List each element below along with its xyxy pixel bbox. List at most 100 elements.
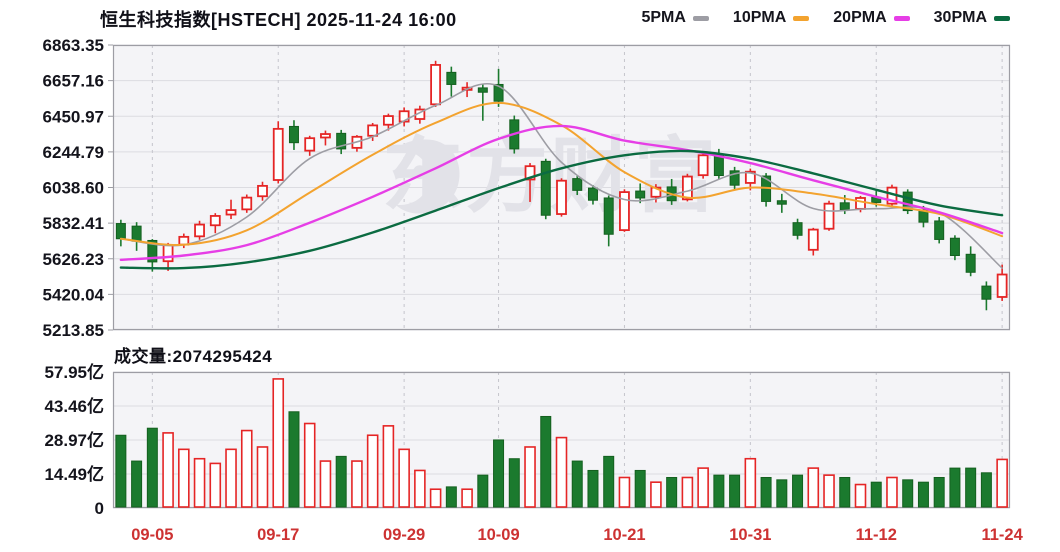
legend-item-5pma: 5PMA bbox=[641, 9, 709, 27]
volume-bar-up bbox=[886, 476, 898, 508]
candle-body-up bbox=[524, 165, 536, 181]
volume-axis-label: 43.46亿 bbox=[44, 396, 104, 416]
price-axis-label: 5213.85 bbox=[43, 321, 104, 340]
price-axis-label: 6657.16 bbox=[43, 72, 104, 91]
volume-bar-down bbox=[839, 476, 851, 508]
volume-bar-down bbox=[729, 474, 741, 508]
candle-body-down bbox=[729, 170, 740, 186]
volume-bar-down bbox=[335, 455, 347, 508]
x-axis-label: 09-29 bbox=[383, 526, 425, 544]
x-axis-label: 11-12 bbox=[856, 526, 897, 544]
candle-body-down bbox=[902, 191, 913, 212]
volume-bar-up bbox=[414, 469, 426, 508]
volume-bar-down bbox=[776, 479, 788, 508]
candle-body-down bbox=[115, 223, 126, 240]
volume-bar-down bbox=[508, 458, 520, 508]
volume-bar-down bbox=[792, 474, 804, 508]
volume-bar-up bbox=[697, 467, 709, 508]
candle-body-down bbox=[934, 220, 945, 240]
main-panel-border bbox=[112, 44, 1011, 331]
volume-bar-down bbox=[115, 434, 127, 508]
candle-body-up bbox=[320, 133, 331, 139]
ma-line-5pma bbox=[120, 83, 1003, 269]
legend-label: 20PMA bbox=[833, 9, 887, 26]
legend-item-30pma: 30PMA bbox=[934, 9, 1010, 27]
volume-axis-label: 14.49亿 bbox=[44, 464, 104, 484]
volume-bar-up bbox=[744, 457, 757, 508]
volume-bar-up bbox=[807, 467, 820, 508]
x-axis-label: 09-17 bbox=[257, 526, 299, 544]
volume-bar-down bbox=[980, 472, 992, 508]
volume-bar-down bbox=[288, 411, 300, 508]
candle-body-down bbox=[635, 190, 646, 199]
legend-label: 5PMA bbox=[641, 9, 686, 26]
volume-bar-down bbox=[666, 476, 678, 508]
candle-body-down bbox=[336, 132, 347, 150]
candle-body-down bbox=[792, 222, 803, 236]
volume-bar-down bbox=[933, 476, 945, 508]
candle-body-down bbox=[603, 197, 614, 235]
volume-title: 成交量:2074295424 bbox=[114, 342, 272, 367]
candle-body-down bbox=[540, 160, 551, 216]
volume-bar-down bbox=[571, 460, 583, 508]
volume-bar-up bbox=[681, 476, 694, 508]
candle-body-up bbox=[162, 244, 174, 263]
candle-body-down bbox=[446, 71, 457, 85]
volume-axis-label: 0 bbox=[95, 499, 104, 518]
candle-body-down bbox=[776, 200, 787, 205]
volume-bar-down bbox=[477, 474, 489, 508]
ma-line-20pma bbox=[119, 124, 1004, 262]
candle-body-up bbox=[209, 215, 221, 227]
candle-body-up bbox=[367, 124, 379, 137]
volume-bar-up bbox=[398, 448, 410, 508]
candle-body-up bbox=[225, 209, 237, 216]
candle-body-up bbox=[241, 196, 253, 211]
volume-bar-down bbox=[760, 476, 772, 508]
volume-label: 成交量 bbox=[114, 347, 167, 366]
candle-body-up bbox=[855, 197, 866, 210]
candle-body-up bbox=[304, 137, 316, 152]
volume-bar-up bbox=[256, 446, 269, 508]
volume-bar-down bbox=[713, 474, 725, 508]
ma-lines bbox=[119, 83, 1004, 270]
candle-body-up bbox=[430, 64, 442, 106]
volume-axis-label: 57.95亿 bbox=[44, 362, 104, 382]
price-axis-label: 5420.04 bbox=[43, 285, 105, 304]
ma-line-10pma bbox=[119, 101, 1004, 246]
volume-bar-down bbox=[603, 455, 615, 508]
price-axis-label: 5832.41 bbox=[43, 214, 104, 233]
candle-body-down bbox=[493, 83, 504, 102]
volume-bar-up bbox=[366, 434, 379, 508]
price-axis-label: 6038.60 bbox=[43, 179, 104, 198]
candle-body-down bbox=[981, 285, 992, 300]
candle-body-down bbox=[587, 187, 598, 201]
candle-body-up bbox=[823, 202, 835, 230]
chart-title: 恒生科技指数[HSTECH] 2025-11-24 16:00 bbox=[100, 10, 457, 30]
volume-bar-up bbox=[618, 476, 631, 508]
volume-bar-up bbox=[650, 481, 662, 508]
x-axis-label: 10-31 bbox=[729, 526, 771, 544]
candle-body-down bbox=[477, 87, 488, 93]
candle-body-up bbox=[697, 154, 709, 177]
candle-body-down bbox=[965, 253, 976, 273]
volume-bar-up bbox=[225, 448, 237, 508]
candle-body-up bbox=[807, 228, 819, 251]
volume-value: 2074295424 bbox=[172, 347, 273, 366]
volume-bar-up bbox=[429, 488, 442, 508]
legend-label: 30PMA bbox=[933, 9, 987, 26]
volume-bar-up bbox=[209, 462, 222, 508]
volume-bar-up bbox=[524, 446, 536, 508]
volume-bar-down bbox=[540, 415, 552, 508]
candle-body-up bbox=[194, 223, 205, 238]
legend-swatch-icon bbox=[793, 15, 810, 21]
volume-bar-down bbox=[870, 481, 882, 508]
x-axis-label: 10-09 bbox=[477, 526, 519, 544]
candle-body-up bbox=[744, 170, 756, 184]
x-axis-label: 09-05 bbox=[131, 526, 173, 544]
volume-bar-down bbox=[902, 479, 914, 508]
volume-bar-up bbox=[351, 460, 363, 508]
volume-bar-down bbox=[146, 427, 158, 508]
volume-bar-down bbox=[965, 467, 977, 508]
price-axis-label: 6863.35 bbox=[43, 36, 104, 55]
